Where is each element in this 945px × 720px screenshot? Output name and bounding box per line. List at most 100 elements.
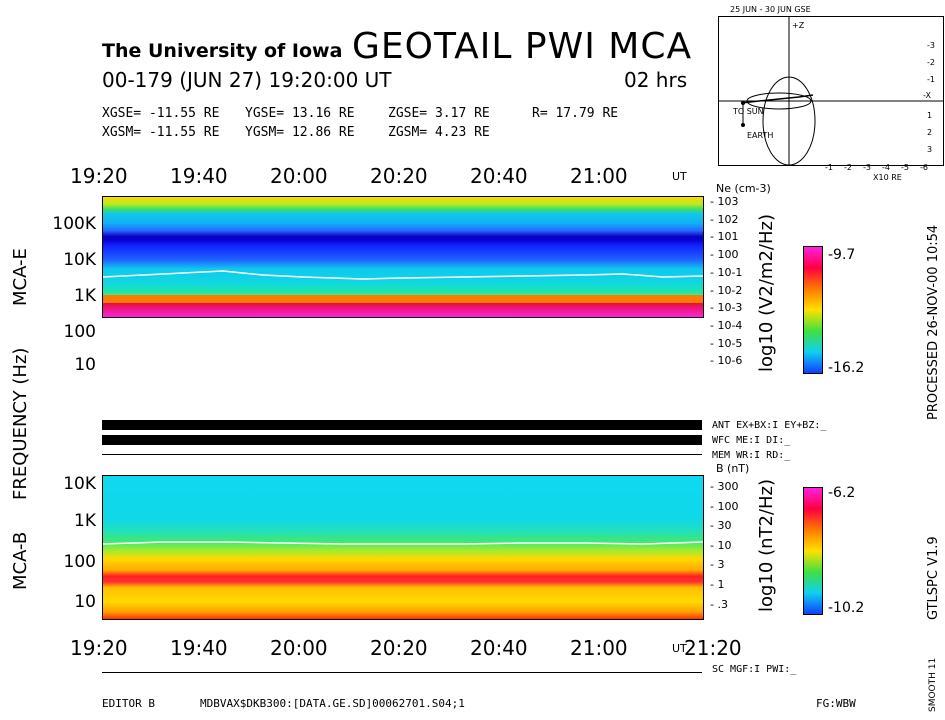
top-time-label: 19:40	[170, 164, 228, 188]
status-bar-2	[102, 435, 702, 445]
footer-rule	[102, 672, 702, 673]
footer-fg: FG:WBW	[816, 697, 856, 710]
orbit-plot-title: 25 JUN - 30 JUN GSE	[730, 5, 811, 14]
mca-e-freq-tick: 10K	[63, 250, 96, 270]
mca-b-b-tick: - 100	[710, 500, 739, 513]
orbit-y-tick: 2	[927, 128, 933, 137]
orbit-x-tick: -1	[825, 163, 833, 172]
mca-b-b-tick: - 30	[710, 519, 732, 532]
bottom-time-label: 20:20	[370, 636, 428, 660]
mca-e-ne-tick: - 10-4	[710, 319, 743, 332]
zgse: ZGSE= 3.17 RE	[388, 106, 490, 121]
mca-e-ne-tick: - 10-1	[710, 266, 743, 279]
bottom-time-label: 21:20	[684, 636, 742, 660]
ygse: YGSE= 13.16 RE	[245, 106, 355, 121]
mca-e-ne-tick: - 102	[710, 213, 739, 226]
status-bar-1	[102, 420, 702, 430]
top-time-label: 21:00	[570, 164, 628, 188]
processed-label: PROCESSED 26-NOV-00 10:54	[926, 224, 941, 420]
orbit-plot: TO SUN EARTH +Z -X X10 RE -1 -2 -3 -4 -5 -6 -3…	[718, 16, 944, 182]
mca-b-b-tick: - 1	[710, 578, 725, 591]
orbit-label-x: -X	[923, 91, 931, 100]
orbit-plot-svg	[719, 17, 943, 166]
mca-b-cbar-min: -10.2	[828, 600, 865, 616]
status-mem: MEM WR:I RD:_	[712, 450, 791, 461]
bottom-time-label: 20:00	[270, 636, 328, 660]
orbit-y-tick: 3	[927, 145, 933, 154]
ygsm: YGSM= 12.86 RE	[245, 125, 355, 140]
orbit-label-to-sun: TO SUN	[733, 107, 764, 116]
ne-axis-title: Ne (cm-3)	[716, 182, 771, 195]
orbit-x-tick: -3	[863, 163, 871, 172]
top-ut-label: UT	[672, 170, 687, 183]
bottom-time-label: 19:40	[170, 636, 228, 660]
orbit-path-2	[746, 92, 812, 110]
orbit-label-earth: EARTH	[747, 131, 774, 140]
frequency-label: FREQUENCY (Hz)	[10, 347, 31, 500]
mca-b-cbar-max: -6.2	[828, 485, 856, 501]
mca-b-freq-tick: 10K	[63, 474, 96, 494]
mca-e-colorbar	[803, 246, 823, 374]
bottom-time-label: 21:00	[570, 636, 628, 660]
status-wfc: WFC ME:I DI:_	[712, 435, 791, 446]
orbit-label-z: +Z	[792, 21, 805, 30]
mca-b-b-tick: - 3	[710, 558, 725, 571]
b-axis-title: B (nT)	[716, 462, 750, 475]
mca-e-ne-tick: - 10-2	[710, 284, 743, 297]
mca-b-b-tick: - .3	[710, 598, 728, 611]
bottom-time-label: 20:40	[470, 636, 528, 660]
zgsm: ZGSM= 4.23 RE	[388, 125, 490, 140]
rdist: R= 17.79 RE	[532, 106, 619, 121]
mca-b-freq-tick: 1K	[74, 511, 96, 531]
mca-b-b-tick: - 300	[710, 480, 739, 493]
mca-e-orange-band	[103, 295, 703, 303]
mca-e-ne-tick: - 100	[710, 248, 739, 261]
mca-e-panel	[102, 196, 704, 318]
mca-e-cbar-label: log10 (V2/m2/Hz)	[756, 214, 777, 372]
bottom-time-label: 19:20	[70, 636, 128, 660]
orbit-y-tick: -1	[927, 75, 935, 84]
orbit-x-tick: -6	[920, 163, 928, 172]
orbit-x-tick: -5	[901, 163, 909, 172]
status-sc: SC MGF:I PWI:_	[712, 664, 797, 675]
mca-b-colorbar	[803, 487, 823, 615]
mca-e-ne-tick: - 103	[710, 195, 739, 208]
mca-e-ne-tick: - 101	[710, 230, 739, 243]
top-time-label: 20:20	[370, 164, 428, 188]
orbit-segment	[740, 94, 814, 104]
mca-e-ne-tick: - 10-6	[710, 354, 743, 367]
orbit-y-tick: -3	[927, 41, 935, 50]
orbit-y-tick: -2	[927, 58, 935, 67]
mca-b-label: MCA-B	[10, 531, 31, 590]
mca-b-panel	[102, 475, 704, 620]
mca-e-freq-tick: 10	[74, 355, 96, 375]
mca-b-cyclotron-line	[103, 541, 703, 545]
footer-editor: EDITOR B	[102, 697, 155, 710]
mca-e-cbar-max: -9.7	[828, 247, 856, 263]
mca-e-cbar-min: -16.2	[828, 360, 865, 376]
mca-e-freq-tick: 100	[63, 322, 96, 342]
xgse: XGSE= -11.55 RE	[102, 106, 220, 121]
mca-e-overlay	[103, 270, 703, 280]
orbit-path	[762, 76, 816, 166]
mca-b-freq-tick: 100	[63, 552, 96, 572]
top-time-label: 20:40	[470, 164, 528, 188]
top-time-label: 20:00	[270, 164, 328, 188]
orbit-units: X10 RE	[873, 173, 902, 182]
mca-e-plasma-line	[103, 270, 703, 280]
mca-e-ne-tick: - 10-3	[710, 301, 743, 314]
orbit-x-tick: -2	[844, 163, 852, 172]
mca-e-ne-tick: - 10-5	[710, 337, 743, 350]
mca-b-freq-tick: 10	[74, 592, 96, 612]
institution: The University of Iowa	[102, 40, 343, 62]
duration: 02 hrs	[624, 68, 688, 92]
footer-file: MDBVAX$DKB300:[DATA.GE.SD]00062701.S04;1	[200, 697, 465, 710]
mca-b-b-tick: - 10	[710, 539, 732, 552]
mca-b-overlay	[103, 541, 703, 545]
xgsm: XGSM= -11.55 RE	[102, 125, 220, 140]
date-line: 00-179 (JUN 27) 19:20:00 UT	[102, 68, 392, 92]
smooth-label: SMOOTH 11	[928, 657, 938, 712]
mca-b-spectrogram	[103, 476, 703, 619]
bottom-ut-label: UT	[672, 642, 687, 655]
status-ticks	[102, 448, 702, 455]
